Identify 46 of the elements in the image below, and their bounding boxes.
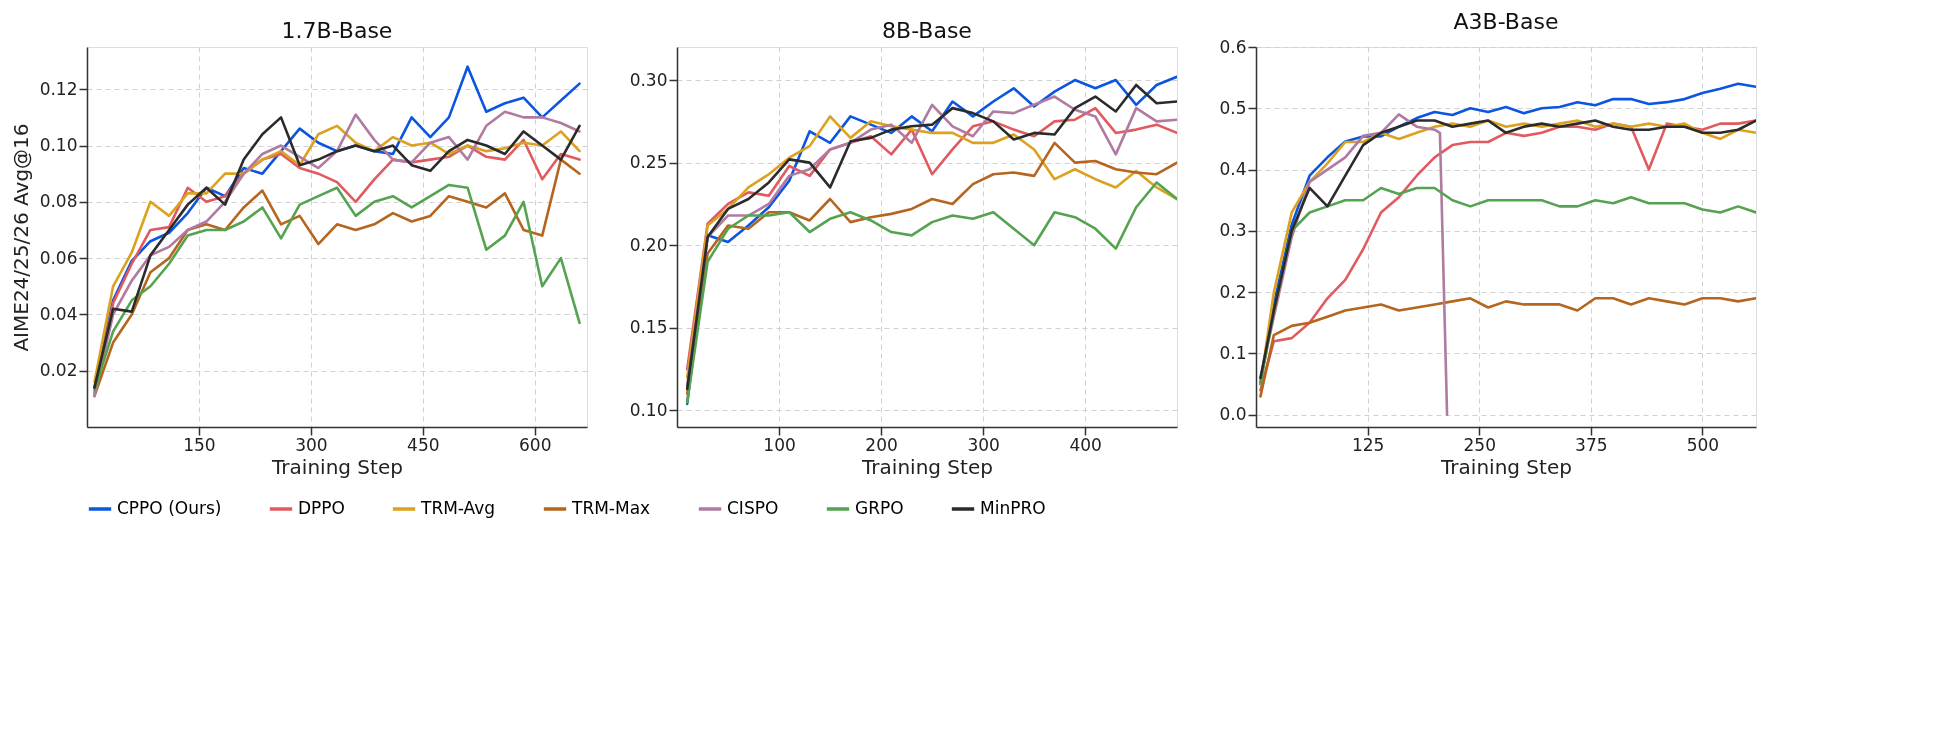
legend-label: GRPO — [855, 498, 904, 518]
legend-label: MinPRO — [980, 498, 1046, 518]
y-tick-label: 0.2 — [1219, 281, 1247, 302]
y-tick-label: 0.20 — [629, 234, 668, 255]
x-axis-title: Training Step — [271, 454, 403, 479]
y-tick-label: 0.25 — [629, 152, 668, 173]
y-tick-label: 0.30 — [629, 69, 668, 90]
x-axis-title: Training Step — [861, 454, 993, 479]
x-tick-label: 375 — [1575, 434, 1608, 455]
y-axis-title: AIME24/25/26 Avg@16 — [8, 123, 33, 352]
y-tick-label: 0.06 — [39, 247, 78, 268]
x-axis-title: Training Step — [1440, 454, 1572, 479]
x-tick-label: 600 — [519, 434, 552, 455]
y-tick-label: 0.4 — [1219, 159, 1247, 180]
y-tick-label: 0.10 — [39, 135, 78, 156]
x-tick-label: 300 — [295, 434, 328, 455]
y-tick-label: 0.08 — [39, 191, 78, 212]
y-tick-label: 0.1 — [1219, 342, 1247, 363]
y-tick-label: 0.12 — [39, 78, 78, 99]
x-tick-label: 250 — [1463, 434, 1496, 455]
y-tick-label: 0.10 — [629, 399, 668, 420]
y-tick-label: 0.15 — [629, 317, 668, 338]
x-tick-label: 100 — [763, 434, 796, 455]
legend-label: TRM-Avg — [420, 498, 496, 518]
legend-label: TRM-Max — [571, 498, 651, 518]
line-series — [1259, 296, 1756, 398]
x-tick-label: 125 — [1351, 434, 1385, 455]
y-tick-label: 0.5 — [1219, 97, 1247, 118]
y-tick-label: 0.02 — [39, 360, 78, 381]
chart-title: 1.7B-Base — [281, 18, 393, 43]
y-tick-label: 0.04 — [39, 303, 78, 324]
line-series — [685, 181, 1177, 404]
chart-title: 8B-Base — [882, 18, 972, 43]
x-tick-label: 150 — [183, 434, 216, 455]
x-tick-label: 200 — [865, 434, 898, 455]
x-tick-label: 300 — [967, 434, 1000, 455]
legend-label: DPPO — [298, 498, 345, 518]
x-tick-label: 450 — [407, 434, 440, 455]
x-tick-label: 500 — [1686, 434, 1720, 455]
chart-title: A3B-Base — [1453, 9, 1559, 34]
y-tick-label: 0.0 — [1219, 404, 1247, 425]
x-tick-label: 400 — [1069, 434, 1102, 455]
y-tick-label: 0.6 — [1219, 36, 1247, 57]
y-tick-label: 0.3 — [1219, 220, 1247, 241]
legend-label: CPPO (Ours) — [117, 498, 222, 518]
legend-label: CISPO — [727, 498, 779, 518]
